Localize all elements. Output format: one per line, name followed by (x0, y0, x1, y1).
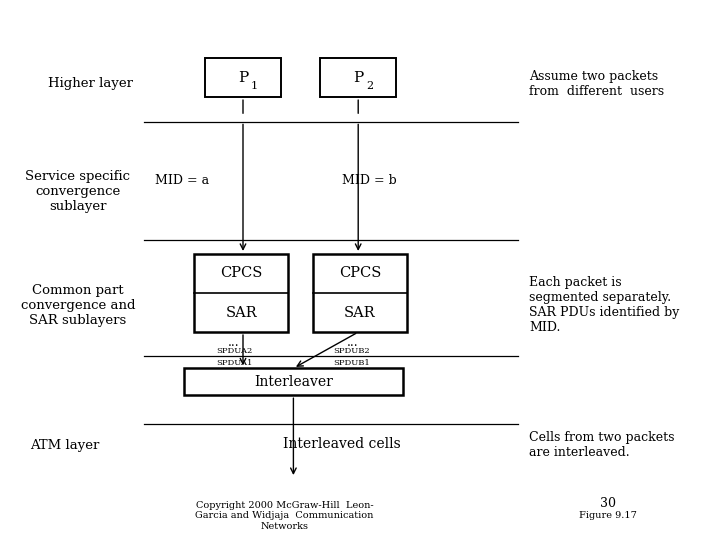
Text: P: P (238, 71, 248, 85)
Text: Interleaver: Interleaver (254, 375, 333, 389)
Text: MID = a: MID = a (155, 174, 209, 187)
Text: Each packet is
segmented separately.
SAR PDUs identified by
MID.: Each packet is segmented separately. SAR… (529, 276, 680, 334)
Text: SPDUA2: SPDUA2 (216, 347, 252, 355)
FancyBboxPatch shape (194, 254, 288, 332)
Text: Cells from two packets
are interleaved.: Cells from two packets are interleaved. (529, 431, 675, 460)
Text: ATM layer: ATM layer (30, 439, 99, 452)
Text: CPCS: CPCS (339, 266, 381, 280)
Text: SPDUB2: SPDUB2 (333, 347, 370, 355)
Text: ...: ... (347, 336, 359, 349)
Text: SPDUA1: SPDUA1 (216, 360, 253, 367)
FancyBboxPatch shape (205, 58, 281, 97)
FancyBboxPatch shape (184, 368, 403, 395)
Text: Assume two packets
from  different  users: Assume two packets from different users (529, 70, 665, 98)
Text: 30: 30 (600, 497, 616, 510)
FancyBboxPatch shape (313, 254, 407, 332)
Text: Service specific
convergence
sublayer: Service specific convergence sublayer (25, 170, 130, 213)
Text: Higher layer: Higher layer (48, 77, 132, 90)
Text: P: P (353, 71, 364, 85)
Text: MID = b: MID = b (342, 174, 397, 187)
Text: Copyright 2000 McGraw-Hill  Leon-
Garcia and Widjaja  Communication
Networks: Copyright 2000 McGraw-Hill Leon- Garcia … (195, 501, 374, 531)
Text: SPDUB1: SPDUB1 (333, 360, 370, 367)
Text: Interleaved cells: Interleaved cells (283, 437, 401, 451)
Text: SAR: SAR (225, 306, 257, 320)
FancyBboxPatch shape (320, 58, 396, 97)
Text: 1: 1 (251, 81, 258, 91)
Text: Figure 9.17: Figure 9.17 (580, 511, 637, 520)
Text: 2: 2 (366, 81, 373, 91)
Text: SAR: SAR (344, 306, 376, 320)
Text: CPCS: CPCS (220, 266, 262, 280)
Text: Common part
convergence and
SAR sublayers: Common part convergence and SAR sublayer… (20, 284, 135, 327)
Text: ...: ... (228, 336, 240, 349)
